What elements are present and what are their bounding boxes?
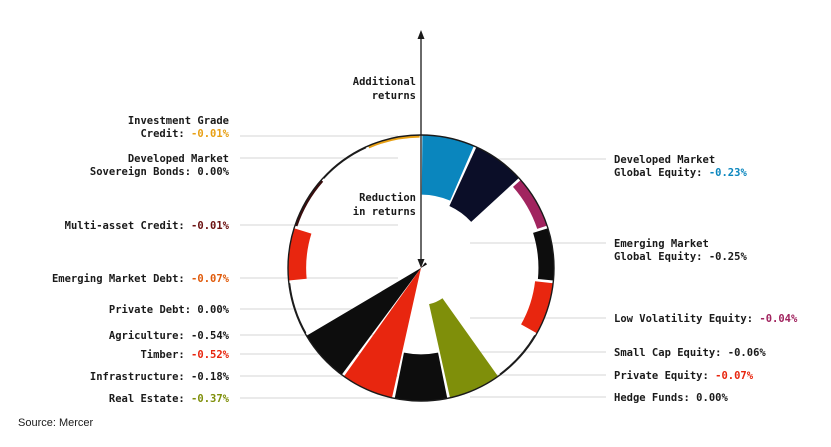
axis-top-label-2: returns bbox=[372, 90, 416, 102]
leader-lines bbox=[240, 135, 606, 399]
label-investment-grade-credit-line1: Investment Grade bbox=[128, 115, 229, 127]
value-timber: -0.52% bbox=[185, 349, 230, 361]
label-real-estate: Real Estate: -0.37% bbox=[109, 393, 230, 405]
value-agriculture: -0.54% bbox=[185, 330, 230, 342]
label-developed-market-global-equity-line1: Developed Market bbox=[614, 154, 715, 166]
value-developed-market-global-equity: -0.23% bbox=[703, 167, 748, 179]
value-small-cap-equity: -0.06% bbox=[721, 347, 766, 359]
bar-agriculture bbox=[306, 262, 428, 375]
label-developed-market-sovereign-bonds-line2: Sovereign Bonds: 0.00% bbox=[90, 166, 230, 178]
label-investment-grade-credit-line2: Credit: -0.01% bbox=[140, 128, 229, 140]
value-infrastructure: -0.18% bbox=[185, 371, 230, 383]
value-developed-market-sovereign-bonds: 0.00% bbox=[191, 166, 230, 178]
bar-hedge-funds bbox=[499, 335, 536, 375]
value-emerging-market-debt: -0.07% bbox=[185, 273, 230, 285]
value-multi-asset-credit: -0.01% bbox=[185, 220, 230, 232]
bar-timber bbox=[343, 266, 423, 398]
value-investment-grade-credit: -0.01% bbox=[185, 128, 230, 140]
axis-arrow-up bbox=[417, 30, 425, 39]
bar-infrastructure bbox=[394, 352, 448, 402]
source-note: Source: Mercer bbox=[18, 417, 94, 429]
label-developed-market-sovereign-bonds-line1: Developed Market bbox=[128, 153, 229, 165]
label-small-cap-equity: Small Cap Equity: -0.06% bbox=[614, 347, 766, 359]
bar-small-cap-equity bbox=[533, 228, 554, 281]
bar-low-volatility-equity bbox=[512, 180, 548, 229]
label-timber: Timber: -0.52% bbox=[140, 349, 229, 361]
value-hedge-funds: 0.00% bbox=[690, 392, 729, 404]
label-agriculture: Agriculture: -0.54% bbox=[109, 330, 230, 342]
bar-developed-market-global-equity bbox=[421, 135, 474, 201]
axis-arrow-down bbox=[417, 259, 425, 268]
value-private-equity: -0.07% bbox=[709, 370, 754, 382]
value-low-volatility-equity: -0.04% bbox=[753, 313, 798, 325]
value-private-debt: 0.00% bbox=[191, 304, 230, 316]
label-developed-market-global-equity-line2: Global Equity: -0.23% bbox=[614, 167, 747, 179]
value-emerging-market-global-equity: -0.25% bbox=[703, 251, 748, 263]
axis-top-label-1: Additional bbox=[353, 76, 416, 88]
bar-multi-asset-credit bbox=[294, 180, 324, 227]
label-multi-asset-credit: Multi-asset Credit: -0.01% bbox=[65, 220, 230, 232]
label-private-equity: Private Equity: -0.07% bbox=[614, 370, 754, 382]
bar-emerging-market-global-equity bbox=[449, 147, 519, 222]
axis-bottom-label-1: Reduction bbox=[359, 192, 416, 204]
label-hedge-funds: Hedge Funds: 0.00% bbox=[614, 392, 728, 404]
bar-emerging-market-debt bbox=[288, 228, 312, 281]
bar-private-equity bbox=[521, 281, 554, 334]
bars bbox=[288, 135, 554, 402]
value-real-estate: -0.37% bbox=[185, 393, 230, 405]
label-low-volatility-equity: Low Volatility Equity: -0.04% bbox=[614, 313, 798, 325]
label-private-debt: Private Debt: 0.00% bbox=[109, 304, 230, 316]
bar-real-estate bbox=[429, 298, 499, 398]
label-emerging-market-debt: Emerging Market Debt: -0.07% bbox=[52, 273, 230, 285]
axis-bottom-label-2: in returns bbox=[353, 206, 416, 218]
return-axis: Additional returns Reduction in returns bbox=[338, 30, 425, 268]
bar-investment-grade-credit bbox=[368, 135, 420, 149]
bar-private-debt bbox=[289, 283, 307, 334]
label-emerging-market-global-equity-line1: Emerging Market bbox=[614, 238, 709, 250]
bar-developed-market-sovereign-bonds bbox=[323, 147, 367, 179]
label-emerging-market-global-equity-line2: Global Equity: -0.25% bbox=[614, 251, 747, 263]
label-infrastructure: Infrastructure: -0.18% bbox=[90, 371, 230, 383]
